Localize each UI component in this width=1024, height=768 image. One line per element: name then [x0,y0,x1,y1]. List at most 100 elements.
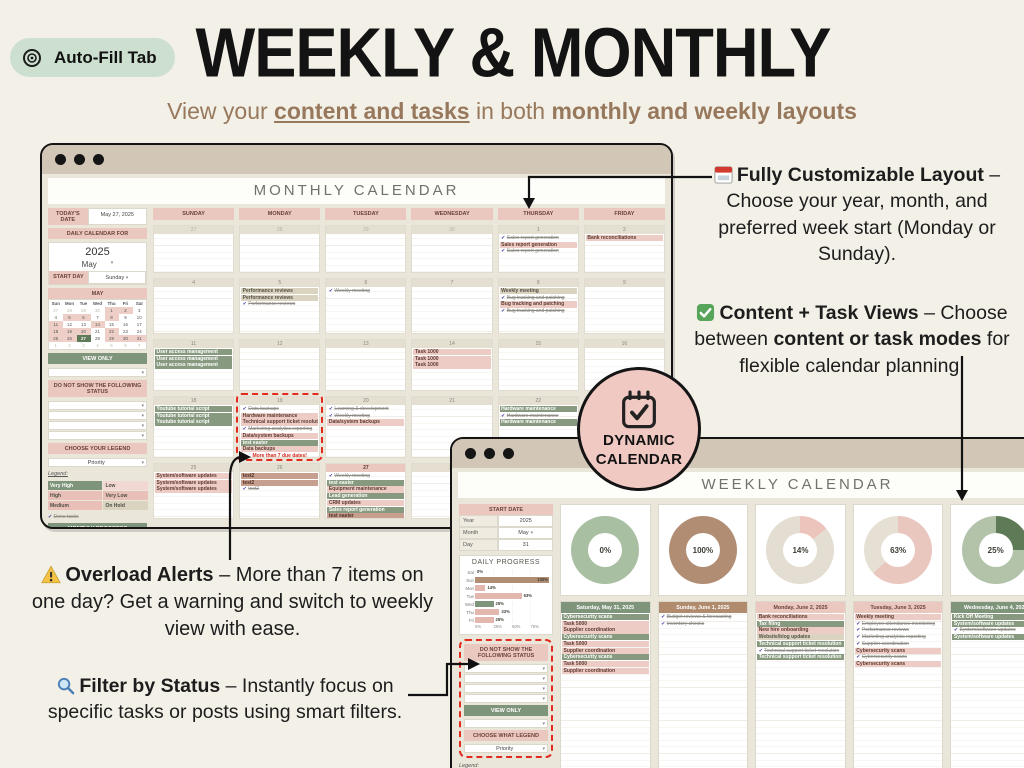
legend-select[interactable]: Priority ▾ [464,744,548,753]
day-cell[interactable]: 7 [411,278,493,334]
day-cell[interactable]: 30 [411,225,493,273]
mini-day[interactable]: 30 [95,308,100,313]
annotation-views: Content + Task Views – Choose between co… [694,302,1010,377]
calendar-item: Website/blog updates [757,634,844,641]
mini-day[interactable]: 2 [68,343,71,348]
mini-day[interactable]: 22 [104,328,119,335]
mini-day[interactable]: 20 [76,328,91,335]
mini-day[interactable]: 19 [62,328,77,335]
day-cell[interactable]: 6 ✔ Weekly meeting [325,278,407,334]
mini-day[interactable]: 2 [118,307,133,314]
mini-day[interactable]: 31 [132,335,147,342]
year-value[interactable]: 2025 [85,246,110,258]
status-filter-select[interactable]: ▾ [48,401,147,410]
weekly-day-card[interactable]: Sunday, June 1, 2025 ✔ Budget reviews & f… [657,601,749,768]
status-filter-select[interactable]: ▾ [464,694,548,703]
daily-progress-card: DAILY PROGRESS Sat 0% Sun 100% Mon 14% Tue 63% W… [459,555,553,635]
mini-day[interactable]: 4 [96,343,99,348]
bar-label: Mon [465,585,474,591]
mini-day[interactable]: 13 [81,322,86,327]
view-only-select[interactable]: ▾ [464,719,548,728]
status-filter-select[interactable]: ▾ [48,431,147,440]
weekly-day-card[interactable]: Monday, June 2, 2025 Bank reconciliations… [755,601,846,768]
mini-day[interactable]: 14 [90,321,105,328]
mini-day[interactable]: 27 [53,308,59,313]
day-cell[interactable]: 11 User access management User access mana… [153,339,235,391]
day-cell-overload[interactable]: 19 ✔ Data backups Hardware maintenance Tech… [235,392,324,462]
day-cell[interactable]: 28 [239,225,321,273]
check-icon: ✔ [242,486,247,493]
start-date-field-value[interactable]: 31 [498,539,553,551]
mini-day[interactable]: 16 [123,322,128,327]
weekly-day-header: Monday, June 2, 2025 [756,602,845,613]
mini-day[interactable]: 26 [62,335,77,342]
mini-day[interactable]: 15 [109,322,114,327]
mini-day[interactable]: 28 [95,336,100,341]
mini-day[interactable]: 6 [76,314,91,321]
mini-day[interactable]: 9 [124,315,127,320]
mini-day[interactable]: 7 [96,315,99,320]
mini-day[interactable]: 10 [136,315,142,320]
mini-day[interactable]: 5 [110,343,113,348]
mini-day[interactable]: 4 [54,315,57,320]
mini-day[interactable]: 8 [104,314,119,321]
status-filter-select[interactable]: ▾ [464,684,548,693]
day-number: 21 [412,397,492,405]
mini-day[interactable]: 1 [104,307,119,314]
start-date-field-value[interactable]: May ▾ [498,527,553,539]
view-only-select[interactable]: ▾ [48,368,147,377]
start-date-field-value[interactable]: 2025 [498,515,553,527]
weekly-day-card[interactable]: Wednesday, June 4, 2025 Kick Off Meeting S… [950,601,1024,768]
mini-day[interactable]: 11 [48,321,63,328]
mini-day[interactable]: 29 [104,335,119,342]
mini-day[interactable]: 25 [48,335,63,342]
mini-day[interactable]: 23 [123,329,128,334]
day-cell[interactable]: 5 Performance reviews Performance reviews ✔… [239,278,321,334]
day-cell[interactable]: 13 [325,339,407,391]
month-select[interactable]: May ▾ [81,260,114,269]
mini-day[interactable]: 12 [67,322,72,327]
mini-day[interactable]: 1 [54,343,57,348]
day-cell[interactable]: 25 System/software updates System/software… [153,463,235,519]
mini-day[interactable]: 18 [48,328,63,335]
day-cell[interactable]: 27 [153,225,235,273]
day-cell[interactable]: 14 Task 1000 Task 1000 Task 1000 [411,339,493,391]
mini-day[interactable]: 29 [81,308,86,313]
day-cell[interactable]: 2 Bank reconciliations [583,225,665,273]
day-number: 29 [326,226,406,234]
mini-day[interactable]: 27 [76,335,91,342]
mini-day[interactable]: 28 [67,308,72,313]
mini-day[interactable]: 6 [124,343,127,348]
status-filter-select[interactable]: ▾ [464,664,548,673]
calendar-item: System/software updates [155,486,233,493]
weekly-day-card[interactable]: Saturday, May 31, 2025 Cybersecurity scan… [560,601,651,768]
mini-month-calendar[interactable]: Sun Mon Tue Wed Thu Fri Sat 27 28 29 30 1 2 3 4 5 6 7 8 9 10… [48,299,147,350]
mini-day[interactable]: 24 [136,329,142,334]
day-cell[interactable]: 9 [583,278,665,334]
day-cell[interactable]: 29 [325,225,407,273]
status-filter-select[interactable]: ▾ [464,674,548,683]
mini-day[interactable]: 3 [138,308,141,313]
weekly-day-column: 14% Monday, June 2, 2025 Bank reconciliati… [755,504,846,768]
status-filter-select[interactable]: ▾ [48,421,147,430]
legend-select[interactable]: Priority ▾ [48,458,147,467]
status-filter-select[interactable]: ▾ [48,411,147,420]
mini-day[interactable]: 7 [138,343,141,348]
mini-day[interactable]: 30 [118,335,133,342]
day-cell[interactable]: 8 Weekly meeting ✔ Bug tracking and patchi… [497,278,579,334]
mini-day[interactable]: 3 [82,343,85,348]
weekly-day-card[interactable]: Tuesday, June 3, 2025 Weekly meeting ✔ Emp… [852,601,944,768]
day-cell[interactable]: 12 [239,339,321,391]
day-cell[interactable]: 18 Youtube tutorial script Youtube tutoria… [153,396,235,458]
day-cell[interactable]: 4 [153,278,235,334]
day-cell[interactable]: 20 ✔ Learning & development ✔ Weekly meeti… [325,396,407,458]
day-cell[interactable]: 26 test2 test2 ✔ test2 [239,463,321,519]
mini-day[interactable]: 21 [95,329,100,334]
mini-day[interactable]: 5 [62,314,77,321]
day-cell[interactable]: 15 [497,339,579,391]
day-cell[interactable]: 1 ✔ Sales report generation Sales report g… [497,225,579,273]
start-day-select[interactable]: Sunday ▾ [87,271,146,284]
day-cell[interactable]: 27 ✔ Weekly meeting test easter Equipment m… [325,463,407,519]
daily-donut-card: 100% [657,504,749,596]
mini-day[interactable]: 17 [136,322,142,327]
